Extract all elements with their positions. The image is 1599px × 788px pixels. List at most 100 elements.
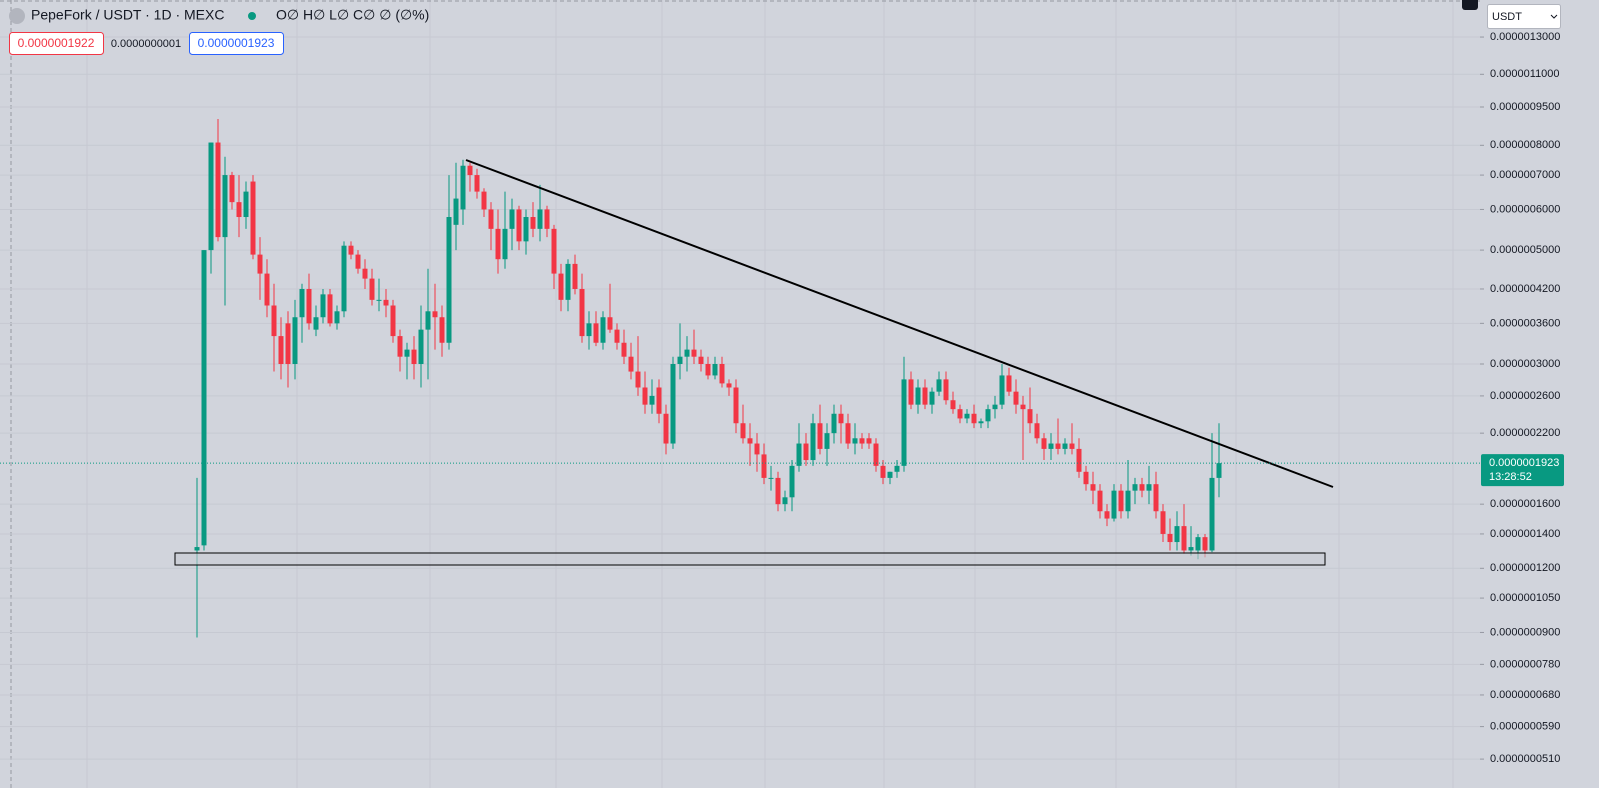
y-tick-label: 0.0000003600 xyxy=(1490,317,1560,329)
y-tick-label: 0.0000000680 xyxy=(1490,689,1560,701)
candle-body xyxy=(572,263,578,289)
candle-body xyxy=(1013,391,1019,405)
candle-body xyxy=(1188,547,1194,551)
candle-body xyxy=(502,228,508,260)
candle-body xyxy=(390,305,396,337)
candle-body xyxy=(327,294,333,324)
candle-body xyxy=(1076,448,1082,472)
currency-select[interactable] xyxy=(1487,4,1561,29)
candle-body xyxy=(446,217,452,343)
candle-body xyxy=(1209,477,1215,551)
y-tick-label: 0.0000002200 xyxy=(1490,427,1560,439)
candle-body xyxy=(642,387,648,405)
currency-label[interactable]: USDT xyxy=(1492,11,1522,23)
last-price-label: 0.0000001923 xyxy=(1489,457,1559,469)
candle-body xyxy=(250,181,256,255)
candle-body xyxy=(873,443,879,466)
candle-body xyxy=(208,142,214,251)
candle-body xyxy=(355,254,361,269)
buy-price[interactable]: 0.0000001923 xyxy=(198,36,275,50)
candle-body xyxy=(306,288,312,324)
sell-button[interactable] xyxy=(9,32,104,55)
candle-body xyxy=(635,371,641,388)
candle-body xyxy=(334,311,340,324)
candle-body xyxy=(285,323,291,365)
candle-body xyxy=(558,273,564,300)
candle-body xyxy=(733,387,739,424)
candle-body xyxy=(1083,471,1089,485)
candle-body xyxy=(600,317,606,343)
price-axis-labels: 0.0000013000 0.0000011000 0.0000009500 0.00… xyxy=(0,31,1564,765)
candle-body xyxy=(978,421,984,424)
candle-body xyxy=(894,465,900,472)
price-grid xyxy=(0,36,1480,760)
time-grid xyxy=(86,0,1454,788)
y-tick-label: 0.0000008000 xyxy=(1490,139,1560,151)
candle-body xyxy=(537,209,543,229)
candle-body xyxy=(677,356,683,365)
symbol-title: PepeFork / USDT · 1D · MEXC xyxy=(31,7,224,23)
candle-body xyxy=(481,191,487,210)
y-tick-label: 0.0000003000 xyxy=(1490,358,1560,370)
candle-body xyxy=(1041,438,1047,449)
candle-body xyxy=(362,268,368,279)
candle-body xyxy=(656,387,662,414)
sell-price[interactable]: 0.0000001922 xyxy=(18,36,95,50)
candle-body xyxy=(901,379,907,466)
ohlc-values: O∅ H∅ L∅ C∅ ∅ (∅%) xyxy=(276,7,429,23)
candle-body xyxy=(257,254,263,274)
trend-line xyxy=(465,159,1334,488)
candle-body xyxy=(908,379,914,405)
candle-body xyxy=(1111,490,1117,519)
candle-body xyxy=(719,364,725,384)
candle-body xyxy=(586,323,592,337)
candle-body xyxy=(782,497,788,505)
candle-body xyxy=(320,294,326,318)
candle-body xyxy=(670,364,676,444)
candle-body xyxy=(950,400,956,410)
y-tick-label: 0.0000007000 xyxy=(1490,169,1560,181)
candle-body xyxy=(992,404,998,410)
candle-body xyxy=(649,395,655,405)
settings-icon[interactable] xyxy=(1462,0,1478,10)
candle-body xyxy=(859,438,865,444)
candle-body xyxy=(551,228,557,274)
candle-body xyxy=(712,364,718,376)
candle-body xyxy=(887,471,893,478)
candle-body xyxy=(943,379,949,401)
candle-body xyxy=(544,209,550,229)
y-tick-label: 0.0000009500 xyxy=(1490,101,1560,113)
candle-body xyxy=(201,250,207,546)
candle-body xyxy=(607,317,613,330)
candle-body xyxy=(299,288,305,318)
candle-body xyxy=(425,311,431,330)
candle-body xyxy=(775,477,781,505)
candle-body xyxy=(803,443,809,461)
candle-body xyxy=(341,245,347,312)
candle-body xyxy=(278,336,284,365)
bar-countdown: 13:28:52 xyxy=(1489,471,1532,483)
y-tick-label: 0.0000000590 xyxy=(1490,721,1560,733)
candle-body xyxy=(467,165,473,176)
candle-body xyxy=(1027,409,1033,424)
spread: 0.0000000001 xyxy=(111,38,181,50)
candle-body xyxy=(796,443,802,466)
y-tick-label: 0.0000001400 xyxy=(1490,528,1560,540)
candle-body xyxy=(768,477,774,479)
candle-body xyxy=(516,209,522,242)
dropdown-arrow xyxy=(1550,14,1558,19)
candle-body xyxy=(824,433,830,449)
candle-body xyxy=(411,349,417,365)
candle-body xyxy=(460,165,466,210)
candle-body xyxy=(236,202,242,218)
candle-body xyxy=(999,375,1005,405)
y-tick-label: 0.0000000510 xyxy=(1490,753,1560,765)
buy-button[interactable] xyxy=(189,32,284,55)
candle-body xyxy=(789,465,795,498)
candle-body xyxy=(922,387,928,405)
candle-body xyxy=(404,349,410,357)
candle-body xyxy=(1146,484,1152,491)
candle-body xyxy=(1097,490,1103,512)
candle-body xyxy=(488,209,494,229)
